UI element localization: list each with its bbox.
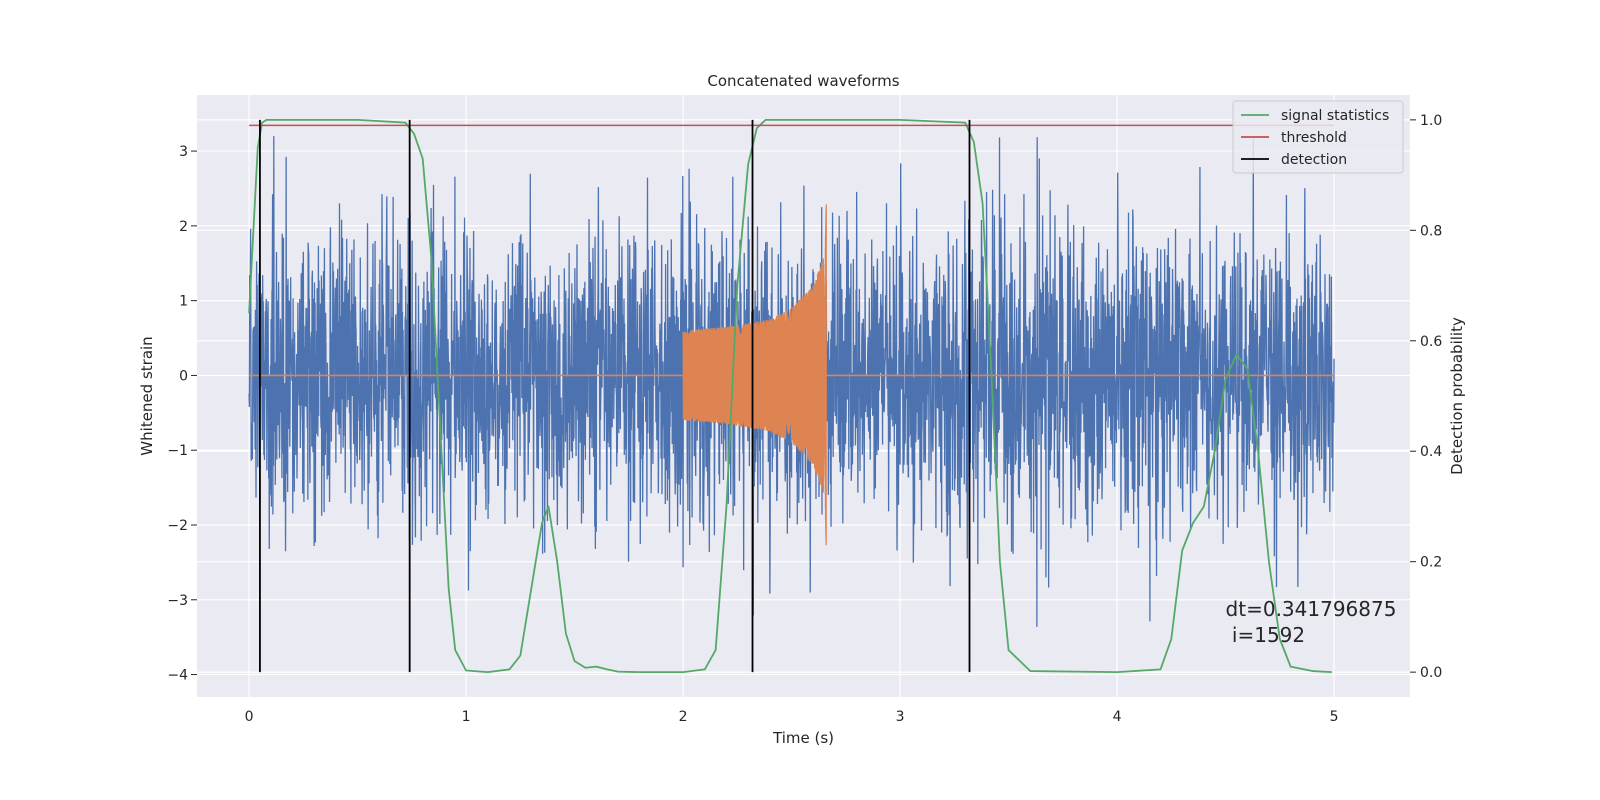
- x-tick-label: 1: [462, 709, 471, 725]
- plot-content: [248, 118, 1335, 674]
- axes: 0 1 2 3 4 5 −4 −3 −2 −1 0 1 2 3 0.0 0.2 0.4 0.6 0.8 1.0: [167, 113, 1442, 725]
- y2-tick-label: 0.0: [1420, 665, 1442, 681]
- y2-axis-label: Detection probability: [1448, 317, 1466, 475]
- legend-box: [1232, 100, 1404, 174]
- annotation-index: i=1592: [1226, 623, 1306, 647]
- y-tick-label: 1: [179, 294, 188, 310]
- legend-item-threshold-label: threshold: [1281, 130, 1347, 146]
- x-tick-label: 0: [245, 709, 254, 725]
- x-tick-label: 4: [1113, 709, 1122, 725]
- legend: signal statistics threshold detection: [1232, 100, 1404, 174]
- annotation: dt=0.341796875 i=1592: [1226, 597, 1397, 647]
- x-tick-label: 3: [896, 709, 905, 725]
- x-tick-label: 2: [679, 709, 688, 725]
- y2-tick-label: 0.6: [1420, 334, 1442, 350]
- strain-line: [248, 136, 1335, 627]
- y2-tick-label: 1.0: [1420, 113, 1442, 129]
- y-tick-label: −4: [167, 668, 188, 684]
- annotation-dt: dt=0.341796875: [1226, 597, 1397, 621]
- legend-item-detection-label: detection: [1281, 152, 1347, 168]
- y2-tick-label: 0.8: [1420, 223, 1442, 239]
- y-tick-label: −3: [167, 593, 188, 609]
- template-chirp-line: [682, 204, 827, 546]
- y-tick-label: −2: [167, 518, 188, 534]
- legend-item-signal-statistics-label: signal statistics: [1281, 108, 1389, 124]
- x-tick-label: 5: [1330, 709, 1339, 725]
- signal-statistics-line: [248, 118, 1332, 674]
- y-tick-label: 0: [179, 368, 188, 384]
- y-tick-label: −1: [167, 443, 188, 459]
- x-axis-label: Time (s): [772, 729, 834, 747]
- y-tick-label: 2: [179, 219, 188, 235]
- y2-tick-label: 0.4: [1420, 444, 1442, 460]
- y2-tick-label: 0.2: [1420, 555, 1442, 571]
- y-axis-label: Whitened strain: [138, 336, 156, 455]
- chart-title: Concatenated waveforms: [707, 72, 899, 90]
- y-tick-label: 3: [179, 144, 188, 160]
